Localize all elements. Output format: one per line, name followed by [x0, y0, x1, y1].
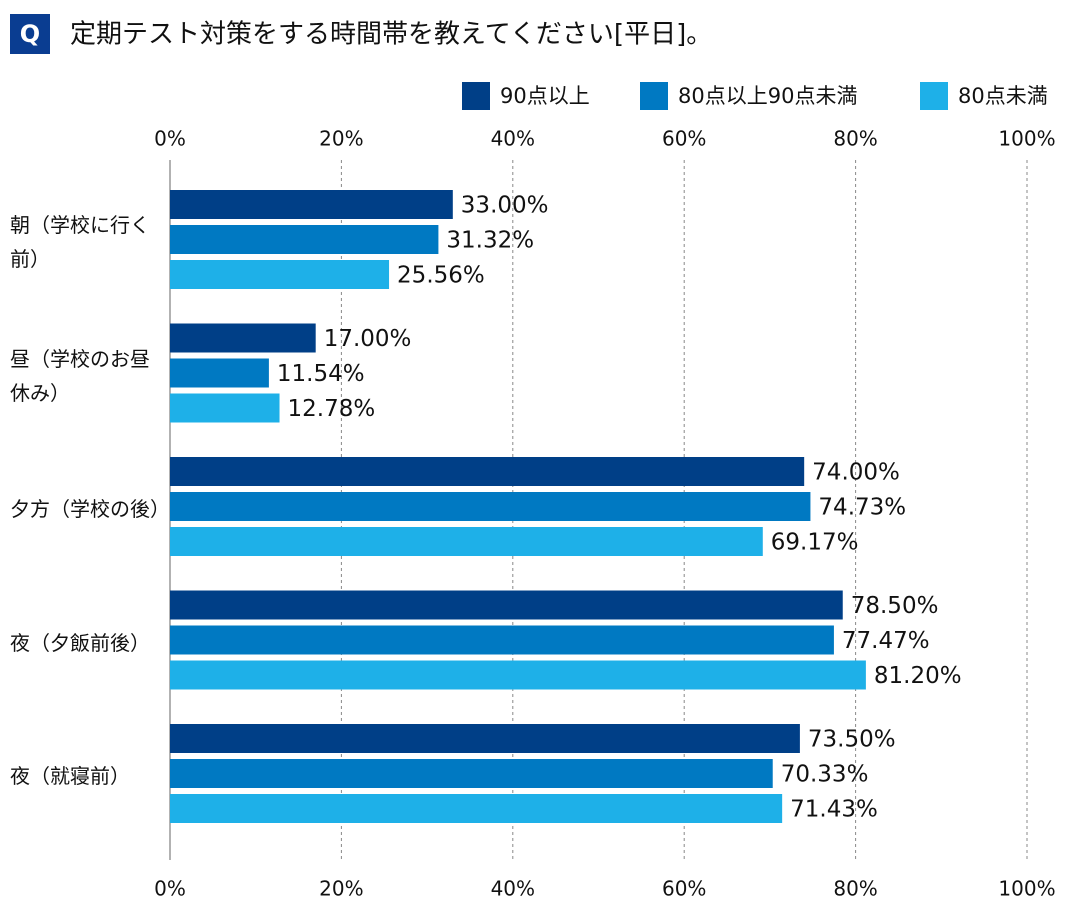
value-label: 17.00% [324, 326, 412, 352]
value-label: 73.50% [808, 727, 896, 753]
value-label: 74.73% [818, 495, 906, 521]
bar [170, 492, 811, 521]
value-label: 11.54% [277, 361, 365, 387]
bar [170, 225, 439, 254]
x-tick-label: 100% [998, 877, 1055, 901]
value-label: 77.47% [842, 628, 930, 654]
legend-label: 80点未満 [958, 84, 1048, 108]
legend-swatch [640, 82, 668, 110]
bar [170, 724, 800, 753]
bar [170, 358, 269, 388]
badge: Q [20, 20, 40, 48]
x-tick-label: 0% [154, 877, 186, 901]
category-label: 昼（学校のお昼休み） [10, 346, 150, 405]
bar [170, 759, 773, 788]
category-label: 夕方（学校の後） [10, 497, 170, 521]
bar [170, 625, 834, 655]
category-label: 朝（学校に行く前） [10, 213, 150, 271]
bar [170, 590, 843, 620]
value-label: 69.17% [771, 530, 859, 556]
x-tick-label: 0% [154, 127, 186, 151]
value-label: 74.00% [812, 460, 900, 486]
chart-title: 定期テスト対策をする時間帯を教えてください[平日]。 [70, 20, 712, 50]
x-tick-label: 80% [833, 127, 877, 151]
x-tick-label: 20% [319, 127, 363, 151]
category-label: 夜（夕飯前後） [10, 630, 150, 655]
value-label: 33.00% [461, 193, 549, 219]
x-tick-label: 100% [998, 127, 1055, 151]
bar [170, 393, 280, 423]
value-label: 25.56% [397, 263, 485, 289]
value-label: 31.32% [446, 228, 534, 254]
bar [170, 260, 390, 289]
legend-swatch [920, 82, 948, 110]
bar [170, 323, 316, 353]
value-label: 78.50% [851, 593, 939, 619]
badge-box [10, 14, 50, 54]
x-tick-label: 40% [491, 877, 535, 901]
bar [170, 190, 453, 219]
x-tick-label: 20% [319, 877, 363, 901]
x-tick-label: 40% [491, 127, 535, 151]
x-tick-label: 60% [662, 877, 706, 901]
x-tick-label: 60% [662, 127, 706, 151]
value-label: 70.33% [781, 762, 869, 788]
bar [170, 794, 783, 823]
bar [170, 457, 805, 486]
x-tick-label: 80% [833, 877, 877, 901]
value-label: 12.78% [288, 396, 376, 422]
category-label: 夜（就寝前） [10, 764, 130, 788]
legend-label: 80点以上90点未満 [678, 84, 857, 108]
value-label: 81.20% [874, 663, 962, 689]
legend-swatch [462, 82, 490, 110]
bar [170, 660, 866, 690]
value-label: 71.43% [790, 797, 878, 823]
legend-label: 90点以上 [500, 84, 590, 108]
bar [170, 527, 763, 556]
